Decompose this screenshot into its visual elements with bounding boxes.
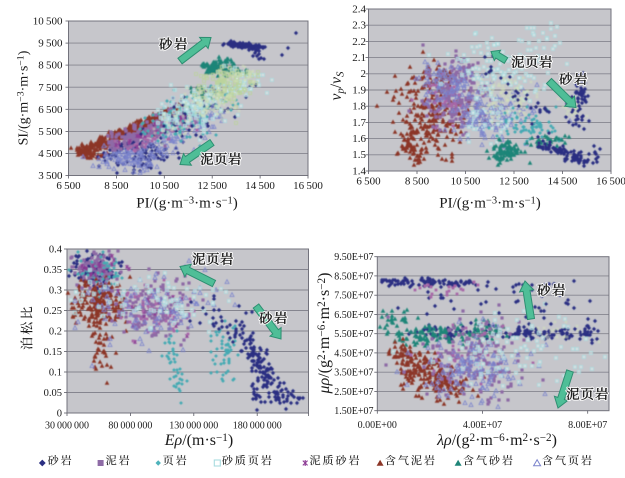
svg-text:0.4: 0.4 — [49, 244, 63, 255]
svg-text:0.3: 0.3 — [49, 285, 62, 296]
svg-text:2.4: 2.4 — [352, 3, 366, 15]
svg-text:2.3: 2.3 — [352, 20, 366, 32]
svg-text:2.1: 2.1 — [352, 52, 366, 64]
svg-text:1.5: 1.5 — [352, 149, 366, 161]
svg-text:10 500: 10 500 — [451, 176, 481, 188]
svg-text:2.2: 2.2 — [352, 36, 366, 48]
svg-text:vp/vS: vp/vS — [328, 71, 347, 101]
svg-text:0.05: 0.05 — [44, 388, 62, 399]
svg-text:7 500: 7 500 — [38, 82, 63, 94]
svg-text:3 500: 3 500 — [38, 170, 63, 182]
svg-text:0: 0 — [57, 408, 62, 419]
svg-text:9 500: 9 500 — [38, 38, 63, 50]
svg-text:12 500: 12 500 — [499, 176, 529, 188]
svg-text:5 500: 5 500 — [38, 126, 63, 138]
svg-text:Eρ/(m·s−1): Eρ/(m·s−1) — [164, 432, 233, 449]
svg-text:4.00E+07: 4.00E+07 — [463, 420, 502, 431]
svg-text:1.9: 1.9 — [352, 84, 366, 96]
svg-text:8 500: 8 500 — [405, 176, 430, 188]
svg-text:0.35: 0.35 — [44, 265, 62, 276]
svg-text:6 500: 6 500 — [56, 180, 81, 192]
svg-text:14 500: 14 500 — [245, 180, 275, 192]
svg-text:2.50E+07: 2.50E+07 — [334, 387, 373, 398]
svg-text:1.7: 1.7 — [352, 117, 366, 129]
svg-text:8.50E+07: 8.50E+07 — [334, 271, 373, 282]
svg-text:1.6: 1.6 — [352, 133, 366, 145]
svg-text:130 000 000: 130 000 000 — [169, 421, 218, 432]
svg-text:6 500: 6 500 — [356, 176, 381, 188]
svg-text:6.50E+07: 6.50E+07 — [334, 310, 373, 321]
svg-text:16 500: 16 500 — [293, 180, 323, 192]
svg-text:0.00E+00: 0.00E+00 — [358, 420, 397, 431]
svg-text:2: 2 — [361, 68, 367, 80]
svg-text:1.50E+07: 1.50E+07 — [334, 406, 373, 417]
svg-text:7.50E+07: 7.50E+07 — [334, 291, 373, 302]
svg-text:30 000 000: 30 000 000 — [45, 421, 89, 432]
svg-text:3.50E+07: 3.50E+07 — [334, 368, 373, 379]
svg-text:5.50E+07: 5.50E+07 — [334, 329, 373, 340]
svg-text:180 000 000: 180 000 000 — [233, 421, 282, 432]
svg-text:12 500: 12 500 — [197, 180, 227, 192]
svg-text:1.4: 1.4 — [352, 165, 366, 177]
svg-text:PI/(g·m−3·m·s−1): PI/(g·m−3·m·s−1) — [439, 196, 541, 212]
svg-text:SI/(g·m−3·m·s−1): SI/(g·m−3·m·s−1) — [16, 50, 32, 145]
svg-text:μρ/(g2·m−6·m2·s−2): μρ/(g2·m−6·m2·s−2) — [316, 273, 333, 395]
svg-text:1.8: 1.8 — [352, 101, 366, 113]
svg-text:14 500: 14 500 — [548, 176, 578, 188]
svg-text:8 500: 8 500 — [38, 60, 63, 72]
svg-text:10 500: 10 500 — [149, 180, 179, 192]
svg-text:80 000 000: 80 000 000 — [108, 421, 152, 432]
svg-text:0.1: 0.1 — [49, 367, 62, 378]
svg-text:0.2: 0.2 — [49, 326, 62, 337]
svg-text:4 500: 4 500 — [38, 148, 63, 160]
svg-text:0.15: 0.15 — [44, 347, 62, 358]
svg-text:8 500: 8 500 — [104, 180, 129, 192]
svg-text:4.50E+07: 4.50E+07 — [334, 348, 373, 359]
svg-text:PI/(g·m−3·m·s−1): PI/(g·m−3·m·s−1) — [136, 196, 238, 212]
svg-text:8.00E+07: 8.00E+07 — [568, 420, 607, 431]
svg-text:16 500: 16 500 — [596, 176, 625, 188]
svg-text:9.50E+07: 9.50E+07 — [334, 252, 373, 263]
svg-text:6 500: 6 500 — [38, 104, 63, 116]
svg-text:0.25: 0.25 — [44, 306, 62, 317]
svg-text:10 500: 10 500 — [33, 16, 63, 28]
